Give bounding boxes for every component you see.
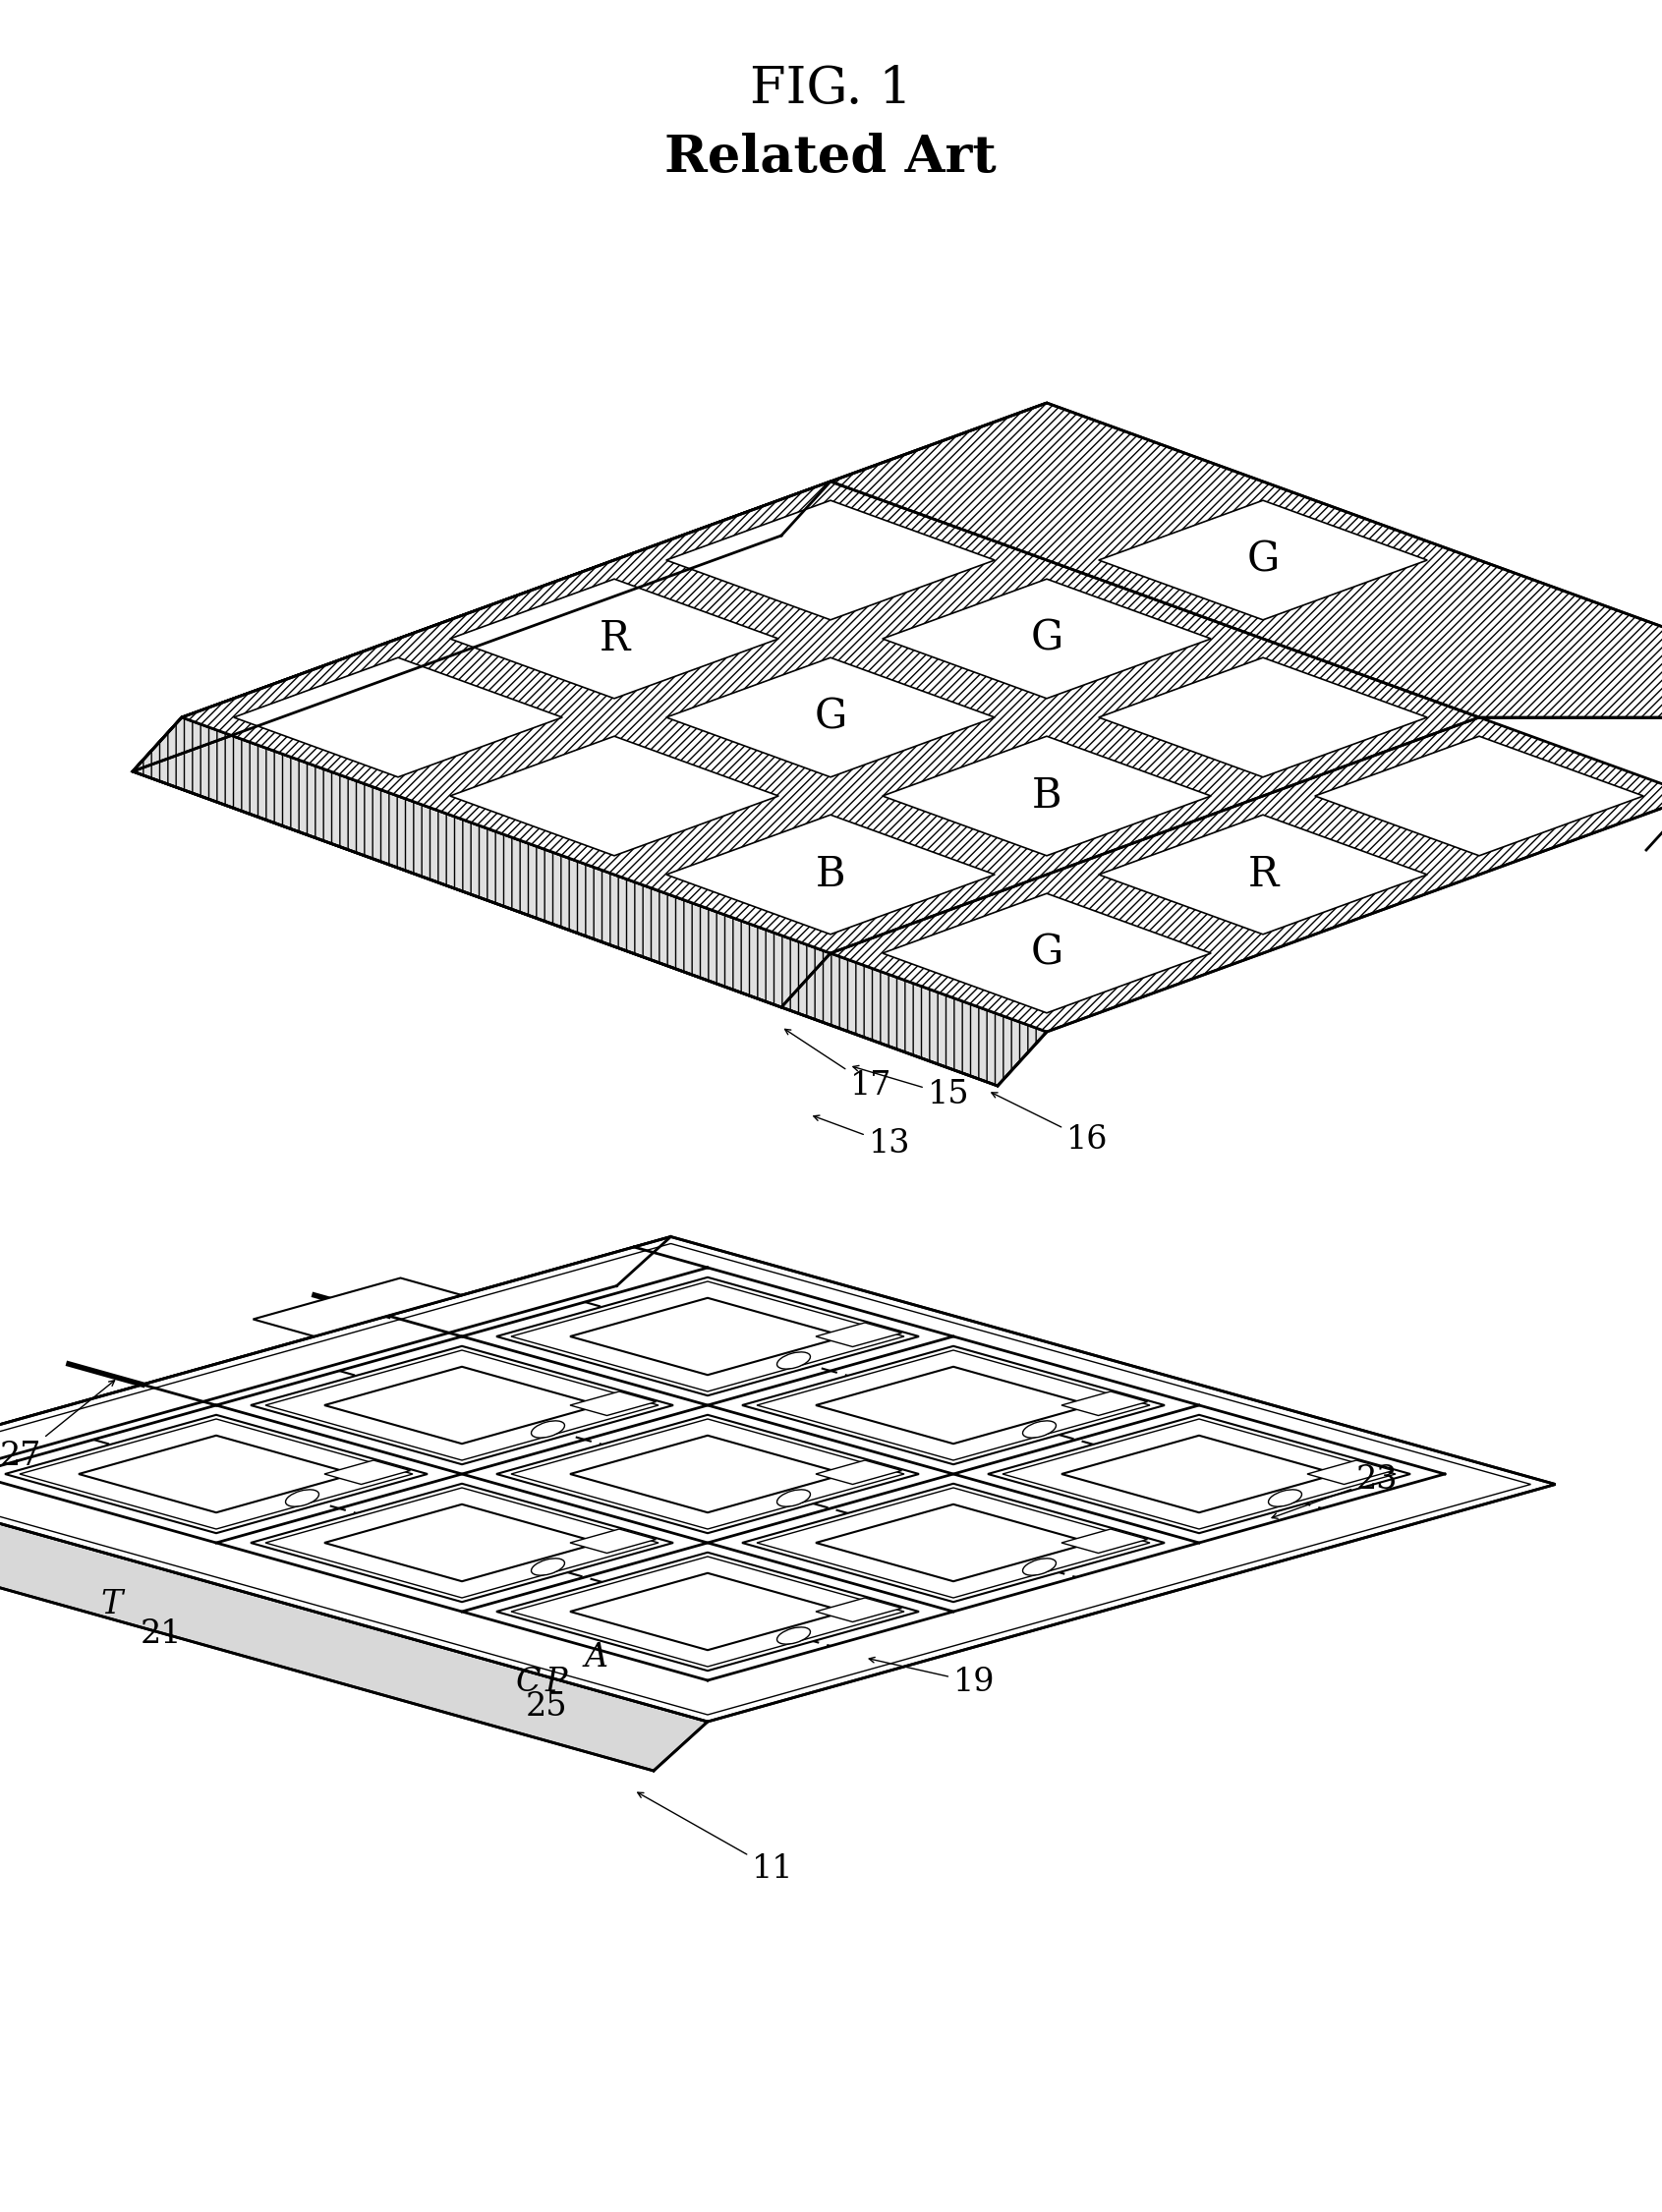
Text: 23: 23 [1271,1464,1398,1517]
Polygon shape [512,1418,904,1528]
Polygon shape [512,1557,904,1666]
Polygon shape [741,1347,1165,1464]
Polygon shape [324,1504,600,1582]
Text: 15: 15 [853,1066,969,1110]
Text: Related Art: Related Art [665,133,997,184]
Polygon shape [781,953,1047,1086]
Text: G: G [814,697,848,739]
Polygon shape [1315,737,1644,856]
Polygon shape [251,1484,673,1601]
Text: T: T [101,1588,123,1619]
Text: R: R [1248,854,1278,896]
Text: FIG. 1: FIG. 1 [750,64,911,115]
Polygon shape [1062,1528,1147,1553]
Polygon shape [1002,1418,1396,1528]
Polygon shape [756,1489,1150,1597]
Polygon shape [1308,1460,1393,1484]
Text: B: B [816,854,846,896]
Polygon shape [512,1281,904,1391]
Polygon shape [450,580,778,699]
Polygon shape [1099,814,1428,933]
Text: 27: 27 [0,1380,115,1471]
Text: 25: 25 [525,1692,568,1723]
Polygon shape [133,717,831,1006]
Polygon shape [0,1237,671,1524]
Polygon shape [883,737,1212,856]
Text: G: G [1030,617,1064,659]
Polygon shape [251,1347,673,1464]
Polygon shape [831,403,1662,717]
Ellipse shape [1022,1559,1055,1575]
Polygon shape [133,482,831,772]
Text: C: C [515,1666,542,1699]
Text: 11: 11 [638,1792,794,1885]
Ellipse shape [532,1420,565,1438]
Polygon shape [324,1460,411,1484]
Polygon shape [181,482,1479,953]
Text: 13: 13 [814,1115,911,1159]
Polygon shape [570,1298,846,1376]
Polygon shape [816,1367,1090,1444]
Polygon shape [666,814,996,933]
Polygon shape [497,1416,919,1533]
Polygon shape [570,1436,846,1513]
Text: R: R [598,617,630,659]
Polygon shape [234,657,562,776]
Ellipse shape [776,1628,811,1644]
Polygon shape [1062,1391,1147,1416]
Ellipse shape [1022,1420,1055,1438]
Text: B: B [1032,776,1062,816]
Polygon shape [987,1416,1411,1533]
Polygon shape [266,1489,658,1597]
Polygon shape [0,1473,708,1772]
Ellipse shape [286,1489,319,1506]
Polygon shape [883,580,1212,699]
Polygon shape [570,1573,846,1650]
Text: 19: 19 [869,1657,996,1699]
Polygon shape [497,1276,919,1396]
Text: 17: 17 [784,1029,892,1102]
Polygon shape [1099,500,1428,619]
Polygon shape [570,1528,656,1553]
Ellipse shape [532,1559,565,1575]
Polygon shape [816,1504,1090,1582]
Polygon shape [1099,657,1428,776]
Polygon shape [816,1323,902,1347]
Text: 16: 16 [992,1093,1109,1155]
Polygon shape [0,1237,1556,1721]
Polygon shape [253,1279,462,1336]
Polygon shape [133,482,831,772]
Text: A: A [585,1641,608,1674]
Polygon shape [324,1367,600,1444]
Polygon shape [666,657,996,776]
Polygon shape [497,1553,919,1670]
Polygon shape [5,1416,427,1533]
Polygon shape [816,1460,902,1484]
Polygon shape [450,737,778,856]
Polygon shape [20,1418,412,1528]
Text: P: P [545,1666,568,1699]
Polygon shape [266,1349,658,1460]
Polygon shape [831,717,1662,1031]
Polygon shape [883,894,1212,1013]
Ellipse shape [1268,1489,1301,1506]
Polygon shape [78,1436,354,1513]
Text: G: G [1030,933,1064,973]
Ellipse shape [776,1352,811,1369]
Ellipse shape [776,1489,811,1506]
Text: 21: 21 [140,1617,181,1650]
Polygon shape [1062,1436,1336,1513]
Polygon shape [666,500,996,619]
Polygon shape [741,1484,1165,1601]
Polygon shape [570,1391,656,1416]
Polygon shape [133,717,831,1006]
Text: G: G [1246,540,1280,582]
Polygon shape [756,1349,1150,1460]
Polygon shape [181,482,1479,953]
Polygon shape [816,1597,902,1621]
